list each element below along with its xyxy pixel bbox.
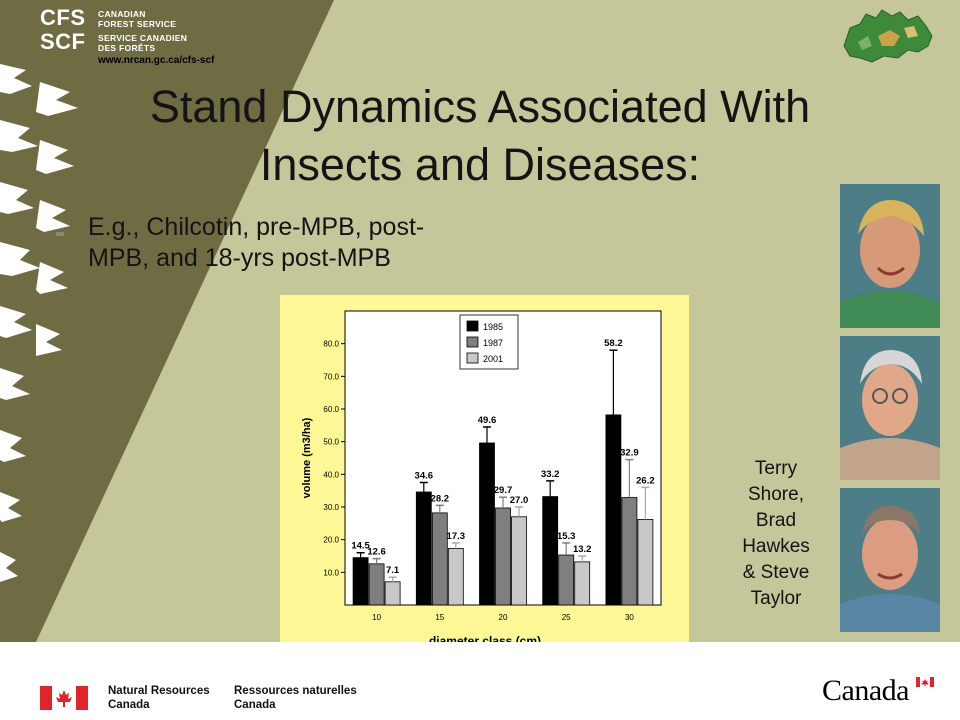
data-label-1985-30: 58.2 — [604, 338, 623, 349]
bar-2001-10 — [384, 581, 401, 606]
x-tick-label: 15 — [435, 613, 444, 622]
data-label-1985-10: 14.5 — [351, 541, 370, 552]
cfs-logo: CFS SCF CANADIAN FOREST SERVICE SERVICE … — [40, 6, 280, 68]
bullet-line-1: E.g., Chilcotin, pre-MPB, post- — [88, 213, 425, 241]
bar-1985-30 — [605, 414, 622, 606]
data-label-2001-30: 26.2 — [636, 475, 655, 486]
x-tick-label: 20 — [499, 613, 508, 622]
y-tick-label: 80.0 — [323, 340, 339, 349]
portrait-photo-1 — [840, 184, 940, 328]
bar-1985-15 — [415, 491, 432, 606]
caption-line-2: Shore, — [748, 484, 804, 505]
y-axis-label: volume (m3/ha) — [301, 417, 313, 498]
slide-title: Stand Dynamics Associated With Insects a… — [60, 78, 900, 194]
department-name-fr: Ressources naturelles Canada — [234, 684, 357, 712]
bullet-text: E.g., Chilcotin, pre-MPB, post- MPB, and… — [88, 212, 608, 274]
bar-1987-20 — [495, 507, 511, 606]
data-label-1985-15: 34.6 — [415, 471, 434, 482]
x-tick-label: 10 — [372, 613, 381, 622]
bar-1987-15 — [431, 512, 448, 606]
y-tick-label: 60.0 — [323, 405, 339, 414]
chart-panel: 10.0 20.0 30.0 40.0 50.0 60.0 70.0 80.0 10 14.5 12… — [280, 295, 689, 655]
bar-chart: 10.0 20.0 30.0 40.0 50.0 60.0 70.0 80.0 10 14.512… — [301, 310, 662, 648]
data-label-2001-20: 27.0 — [510, 495, 529, 506]
bar-2001-25 — [574, 561, 591, 606]
department-en-line-2: Canada — [108, 699, 150, 711]
canada-wordmark: Canada — [822, 674, 909, 707]
bar-1987-10 — [368, 563, 385, 606]
data-label-1987-25: 15.3 — [557, 531, 576, 542]
data-label-1987-15: 28.2 — [431, 493, 450, 504]
data-label-2001-15: 17.3 — [447, 531, 466, 542]
bar-1985-10 — [352, 557, 369, 606]
logo-name-fr-1: SERVICE CANADIEN — [98, 33, 188, 43]
wordmark-flag-icon — [916, 677, 934, 687]
logo-abbr-en: CFS — [40, 5, 86, 30]
y-tick-label: 50.0 — [323, 438, 339, 447]
background-band — [0, 0, 334, 642]
data-label-1985-20: 49.6 — [478, 415, 497, 426]
department-fr-line-2: Canada — [234, 699, 276, 711]
data-label-1987-30: 32.9 — [620, 448, 639, 459]
bar-1985-20 — [479, 442, 495, 606]
caption-line-6: Taylor — [750, 588, 802, 609]
portrait-photo-2 — [840, 336, 940, 480]
portrait-photo-3 — [840, 488, 940, 632]
canada-map-icon — [838, 6, 938, 72]
legend-swatch-1985 — [466, 320, 479, 332]
logo-name-en-1: CANADIAN — [98, 9, 146, 19]
photo-caption: Terry Shore, Brad Hawkes & Steve Taylor — [716, 456, 836, 612]
department-en-line-1: Natural Resources — [108, 685, 210, 697]
legend-label-1985: 1985 — [483, 322, 503, 332]
caption-line-3: Brad — [755, 510, 797, 531]
bar-2001-20 — [511, 516, 527, 606]
logo-url: www.nrcan.gc.ca/cfs-scf — [98, 55, 215, 66]
title-line-2: Insects and Diseases: — [259, 139, 701, 190]
y-tick-label: 70.0 — [323, 372, 339, 381]
data-label-2001-10: 7.1 — [386, 565, 400, 576]
y-tick-label: 20.0 — [323, 536, 339, 545]
data-label-1987-20: 29.7 — [494, 485, 513, 496]
bar-1987-30 — [621, 497, 638, 606]
title-line-1: Stand Dynamics Associated With — [149, 81, 811, 132]
department-fr-line-1: Ressources naturelles — [234, 685, 357, 697]
caption-line-1: Terry — [754, 458, 798, 479]
legend-swatch-2001 — [466, 352, 479, 364]
data-label-1987-10: 12.6 — [367, 547, 386, 558]
data-label-2001-25: 13.2 — [573, 544, 592, 555]
bar-2001-15 — [447, 548, 464, 606]
y-tick-label: 40.0 — [323, 470, 339, 479]
bar-2001-30 — [637, 519, 654, 606]
canada-flag-icon — [40, 686, 88, 710]
caption-line-4: Hawkes — [742, 536, 810, 557]
legend-label-1987: 1987 — [483, 338, 503, 348]
bar-1985-25 — [542, 496, 559, 606]
y-tick-label: 10.0 — [323, 568, 339, 577]
caption-line-5: & Steve — [742, 562, 810, 583]
logo-name-en-2: FOREST SERVICE — [98, 19, 177, 29]
department-name-en: Natural Resources Canada — [108, 684, 210, 712]
bullet-line-2: MPB, and 18-yrs post-MPB — [88, 244, 391, 272]
x-tick-label: 30 — [625, 613, 634, 622]
y-tick-label: 30.0 — [323, 503, 339, 512]
logo-abbr-fr: SCF — [40, 29, 86, 54]
bullet-marker — [56, 232, 64, 236]
legend-label-2001: 2001 — [483, 354, 503, 364]
footer: Natural Resources Canada Ressources natu… — [0, 642, 960, 720]
legend-swatch-1987 — [466, 336, 479, 348]
bar-1987-25 — [558, 554, 575, 606]
data-label-1985-25: 33.2 — [541, 469, 560, 480]
x-tick-label: 25 — [562, 613, 571, 622]
logo-name-fr-2: DES FORÊTS — [98, 43, 156, 53]
